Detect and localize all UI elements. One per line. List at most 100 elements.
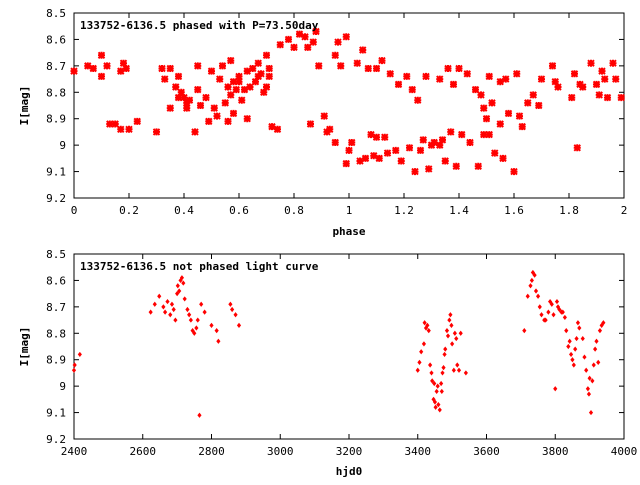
data-point (367, 130, 375, 139)
data-point (213, 112, 221, 120)
data-point (243, 115, 251, 123)
data-point (447, 128, 455, 136)
data-point (356, 157, 364, 165)
data-point (260, 88, 268, 96)
data-point (301, 33, 309, 41)
data-point (525, 293, 530, 299)
data-point (381, 133, 389, 141)
data-point (528, 283, 533, 289)
data-point (276, 41, 284, 49)
data-point (166, 64, 174, 73)
data-point (243, 67, 251, 75)
x-tick-label: 3800 (542, 445, 569, 458)
data-point (236, 322, 242, 328)
data-point (477, 91, 485, 99)
data-point (577, 325, 582, 331)
data-point (197, 412, 202, 418)
data-point (361, 154, 370, 163)
data-point (372, 64, 381, 73)
data-point (580, 335, 585, 342)
data-point (445, 333, 451, 339)
data-point (342, 159, 350, 168)
data-point (337, 62, 345, 70)
data-point (430, 378, 435, 384)
data-point (474, 162, 482, 170)
data-point (331, 51, 339, 59)
data-point (111, 120, 119, 128)
y-tick-label: 9.1 (46, 166, 66, 179)
data-point (499, 154, 507, 163)
x-tick-label: 1.6 (504, 204, 524, 217)
data-point (210, 104, 218, 112)
data-point (463, 370, 468, 376)
data-point (529, 91, 537, 99)
data-point (553, 386, 558, 392)
data-point (229, 78, 238, 86)
data-point (218, 62, 227, 70)
data-point (194, 62, 202, 70)
data-point (596, 359, 601, 365)
data-point (133, 117, 141, 126)
data-point (452, 330, 457, 336)
data-point (392, 146, 400, 155)
y-tick-label: 8.9 (46, 113, 66, 126)
data-point (586, 391, 592, 397)
data-point (183, 104, 191, 112)
data-point (588, 409, 594, 416)
data-point (455, 362, 460, 368)
data-point (426, 328, 431, 334)
data-point (172, 83, 180, 91)
data-point (454, 335, 459, 342)
data-point (194, 85, 202, 94)
data-point (214, 328, 219, 334)
y-tick-label: 8.6 (46, 274, 66, 287)
data-point (97, 72, 106, 81)
data-point (432, 380, 437, 387)
data-point (386, 70, 394, 78)
data-point (425, 322, 430, 328)
data-point (103, 62, 111, 70)
y-tick-label: 8.5 (46, 7, 66, 20)
data-point (238, 96, 246, 104)
x-tick-label: 3400 (405, 445, 432, 458)
data-point (422, 320, 427, 326)
x-tick-label: 3000 (267, 445, 294, 458)
data-point (554, 83, 562, 91)
data-point (433, 404, 438, 410)
data-point (440, 370, 445, 376)
data-point (309, 38, 317, 46)
data-point (378, 56, 386, 65)
data-point (290, 43, 298, 52)
data-point (408, 85, 416, 94)
data-point (568, 351, 574, 358)
x-tick-label: 2400 (61, 445, 88, 458)
data-point (601, 75, 609, 83)
y-tick-label: 8.8 (46, 327, 66, 340)
y-tick-label: 8.6 (46, 33, 66, 46)
data-point (205, 117, 213, 126)
data-point (560, 309, 565, 315)
data-point (555, 304, 561, 310)
data-point (449, 80, 458, 89)
data-point (97, 51, 106, 59)
data-point (482, 115, 491, 123)
data-point (180, 93, 188, 102)
data-point (598, 67, 606, 75)
x-tick-label: 1 (346, 204, 353, 217)
chart-title: 133752-6136.5 not phased light curve (80, 260, 319, 273)
data-point (438, 136, 447, 144)
data-point (570, 357, 575, 363)
data-point (89, 64, 97, 73)
data-point (70, 67, 78, 75)
data-point (444, 328, 450, 334)
x-tick-label: 0.4 (174, 204, 194, 217)
unphased-light-curve-panel: 2400 2600 2800 3000 3200 3400 3600 3800 4000 8.5 8… (18, 248, 637, 478)
data-point (185, 306, 190, 313)
data-point (84, 62, 92, 70)
x-axis-label: hjd0 (336, 465, 363, 478)
y-tick-label: 9 (59, 139, 66, 152)
data-point (262, 51, 271, 59)
data-point (442, 351, 447, 358)
data-point (165, 298, 170, 305)
